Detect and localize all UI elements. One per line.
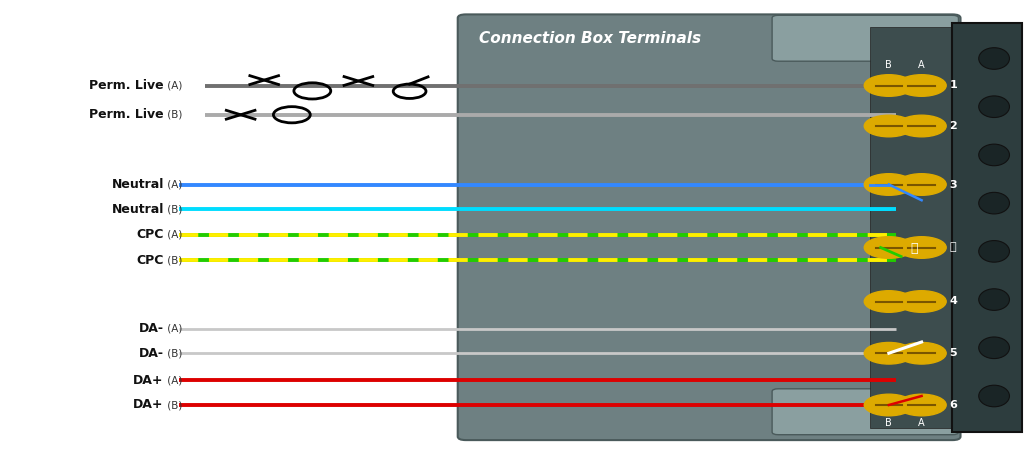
Text: 2: 2 [949,121,957,131]
Ellipse shape [979,241,1010,262]
Bar [870,27,952,427]
Text: Neutral: Neutral [112,203,164,216]
Text: ⏚: ⏚ [949,243,955,252]
FancyBboxPatch shape [772,15,958,61]
Text: (A): (A) [164,81,182,90]
Text: 3: 3 [949,180,956,189]
Text: Perm. Live: Perm. Live [89,79,164,92]
Text: B: B [886,60,892,70]
Ellipse shape [979,337,1010,359]
Text: ⏚: ⏚ [910,242,919,255]
Text: 5: 5 [949,348,956,358]
Text: B: B [886,418,892,428]
Circle shape [864,115,913,137]
Text: (A): (A) [164,180,182,189]
Circle shape [864,75,913,96]
Text: Neutral: Neutral [112,178,164,191]
Circle shape [897,115,946,137]
Circle shape [864,174,913,195]
Circle shape [864,394,913,416]
Circle shape [864,237,913,258]
Circle shape [864,291,913,312]
Circle shape [897,342,946,364]
Text: 1: 1 [949,81,957,90]
Ellipse shape [979,144,1010,166]
Text: DA+: DA+ [133,399,164,411]
Text: DA+: DA+ [133,374,164,387]
Text: 6: 6 [949,400,957,410]
Ellipse shape [979,192,1010,214]
Text: (A): (A) [164,230,182,240]
Text: (A): (A) [164,324,182,333]
FancyBboxPatch shape [772,389,958,435]
Text: DA-: DA- [139,347,164,360]
Ellipse shape [979,48,1010,69]
Text: Connection Box Terminals: Connection Box Terminals [479,31,701,46]
Ellipse shape [979,289,1010,310]
Text: (B): (B) [164,348,182,358]
Circle shape [897,75,946,96]
Text: 4: 4 [949,297,957,306]
Text: (B): (B) [164,400,182,410]
Text: (B): (B) [164,110,182,120]
Text: CPC: CPC [136,254,164,266]
FancyBboxPatch shape [458,14,961,440]
Ellipse shape [979,96,1010,117]
Text: A: A [919,60,925,70]
Text: (B): (B) [164,204,182,214]
Text: (A): (A) [164,375,182,385]
Text: CPC: CPC [136,229,164,241]
Ellipse shape [979,385,1010,407]
Text: (B): (B) [164,255,182,265]
Circle shape [897,394,946,416]
Circle shape [864,342,913,364]
Text: DA-: DA- [139,322,164,335]
Circle shape [897,237,946,258]
Bar [952,22,1022,432]
Circle shape [897,174,946,195]
Text: Perm. Live: Perm. Live [89,108,164,121]
Circle shape [897,291,946,312]
Text: A: A [919,418,925,428]
